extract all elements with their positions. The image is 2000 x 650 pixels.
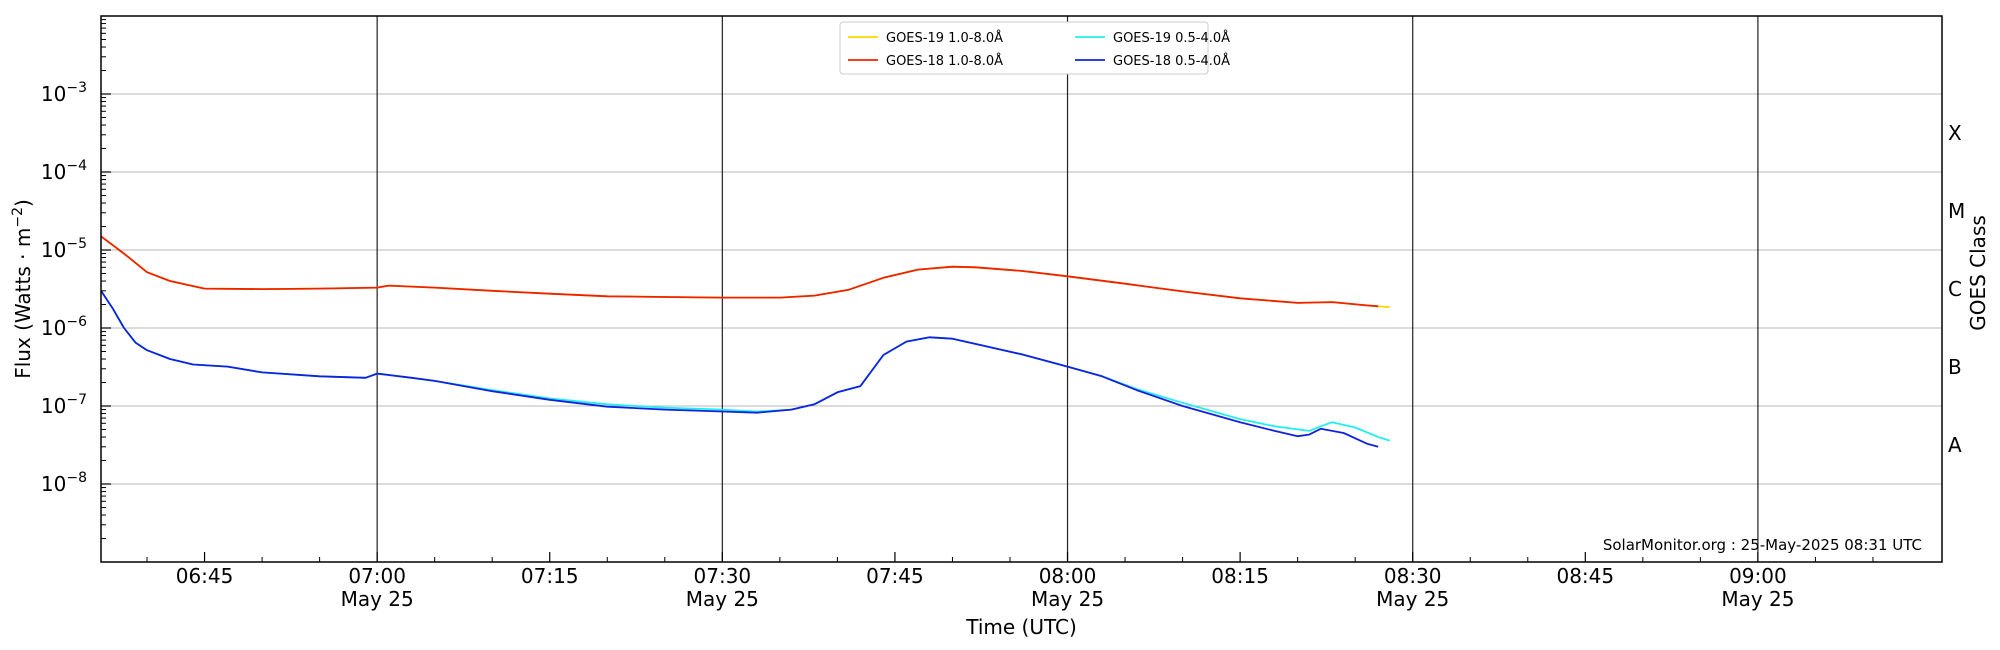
legend-label: GOES-18 1.0-8.0Å [886, 53, 1003, 69]
legend-box [839, 21, 1209, 75]
x-tick-label: 09:00 [1729, 564, 1787, 588]
y-axis-label-main: Flux (Watts · m [11, 228, 35, 379]
y-tick-label: 10−8 [41, 470, 87, 496]
x-tick-date-label: May 25 [686, 587, 759, 611]
y-axis-label: Flux (Watts · m−2) [10, 199, 35, 379]
series-line-1 [100, 235, 1390, 309]
series-layer [100, 235, 1390, 448]
x-tick-label: 07:00 [348, 564, 406, 588]
series-line-3 [100, 290, 1390, 442]
y-tick-label: 10−6 [41, 314, 87, 340]
goes-class-axis-label: GOES Class [1966, 215, 1990, 331]
grid-layer [101, 93, 1942, 485]
series-line-4 [100, 290, 1379, 448]
y-tick-label: 10−4 [41, 158, 87, 184]
x-tick-label: 08:00 [1039, 564, 1097, 588]
x-tick-label: 08:45 [1556, 564, 1614, 588]
time-gridlines [376, 16, 1759, 562]
y-axis-label-close: ) [11, 199, 35, 207]
x-tick-date-label: May 25 [1031, 587, 1104, 611]
legend-label: GOES-18 0.5-4.0Å [1113, 53, 1230, 69]
goes-class-label: B [1948, 355, 1962, 379]
y-axis-label-sup: −2 [10, 207, 26, 228]
x-tick-label: 06:45 [176, 564, 234, 588]
y-axis-ticks: 10−8 10−7 10−6 10−5 10−4 10−3 [41, 19, 111, 540]
x-tick-date-label: May 25 [341, 587, 414, 611]
legend-label: GOES-19 1.0-8.0Å [886, 30, 1003, 46]
x-tick-label: 08:30 [1384, 564, 1442, 588]
y-tick-label: 10−3 [41, 80, 87, 106]
x-tick-date-label: May 25 [1376, 587, 1449, 611]
x-axis-label: Time (UTC) [965, 615, 1077, 639]
x-tick-label: 07:30 [694, 564, 752, 588]
legend: GOES-19 1.0-8.0Å GOES-19 0.5-4.0Å GOES-18 … [839, 21, 1230, 75]
goes-class-labels: A B C M X [1948, 121, 1965, 457]
x-tick-label: 08:15 [1211, 564, 1269, 588]
x-tick-date-label: May 25 [1721, 587, 1794, 611]
credit-text: SolarMonitor.org : 25-May-2025 08:31 UTC [1603, 536, 1922, 554]
goes-class-label: A [1948, 433, 1962, 457]
legend-label: GOES-19 0.5-4.0Å [1113, 30, 1230, 46]
x-tick-label: 07:45 [866, 564, 924, 588]
y-tick-label: 10−5 [41, 236, 87, 262]
goes-class-label: X [1948, 121, 1962, 145]
series-line-2 [100, 235, 1379, 308]
goes-class-label: C [1948, 277, 1962, 301]
y-tick-label: 10−7 [41, 392, 87, 418]
x-tick-label: 07:15 [521, 564, 579, 588]
goes-class-label: M [1948, 199, 1965, 223]
plot-frame [100, 15, 1943, 563]
